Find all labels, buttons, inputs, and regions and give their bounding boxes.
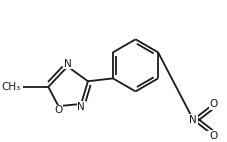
Text: CH₃: CH₃ [2,82,21,92]
Text: N: N [189,115,196,125]
Text: N: N [63,59,71,69]
Text: O: O [209,99,217,109]
Text: N: N [77,102,85,112]
Text: O: O [54,105,62,115]
Text: O: O [209,131,217,141]
